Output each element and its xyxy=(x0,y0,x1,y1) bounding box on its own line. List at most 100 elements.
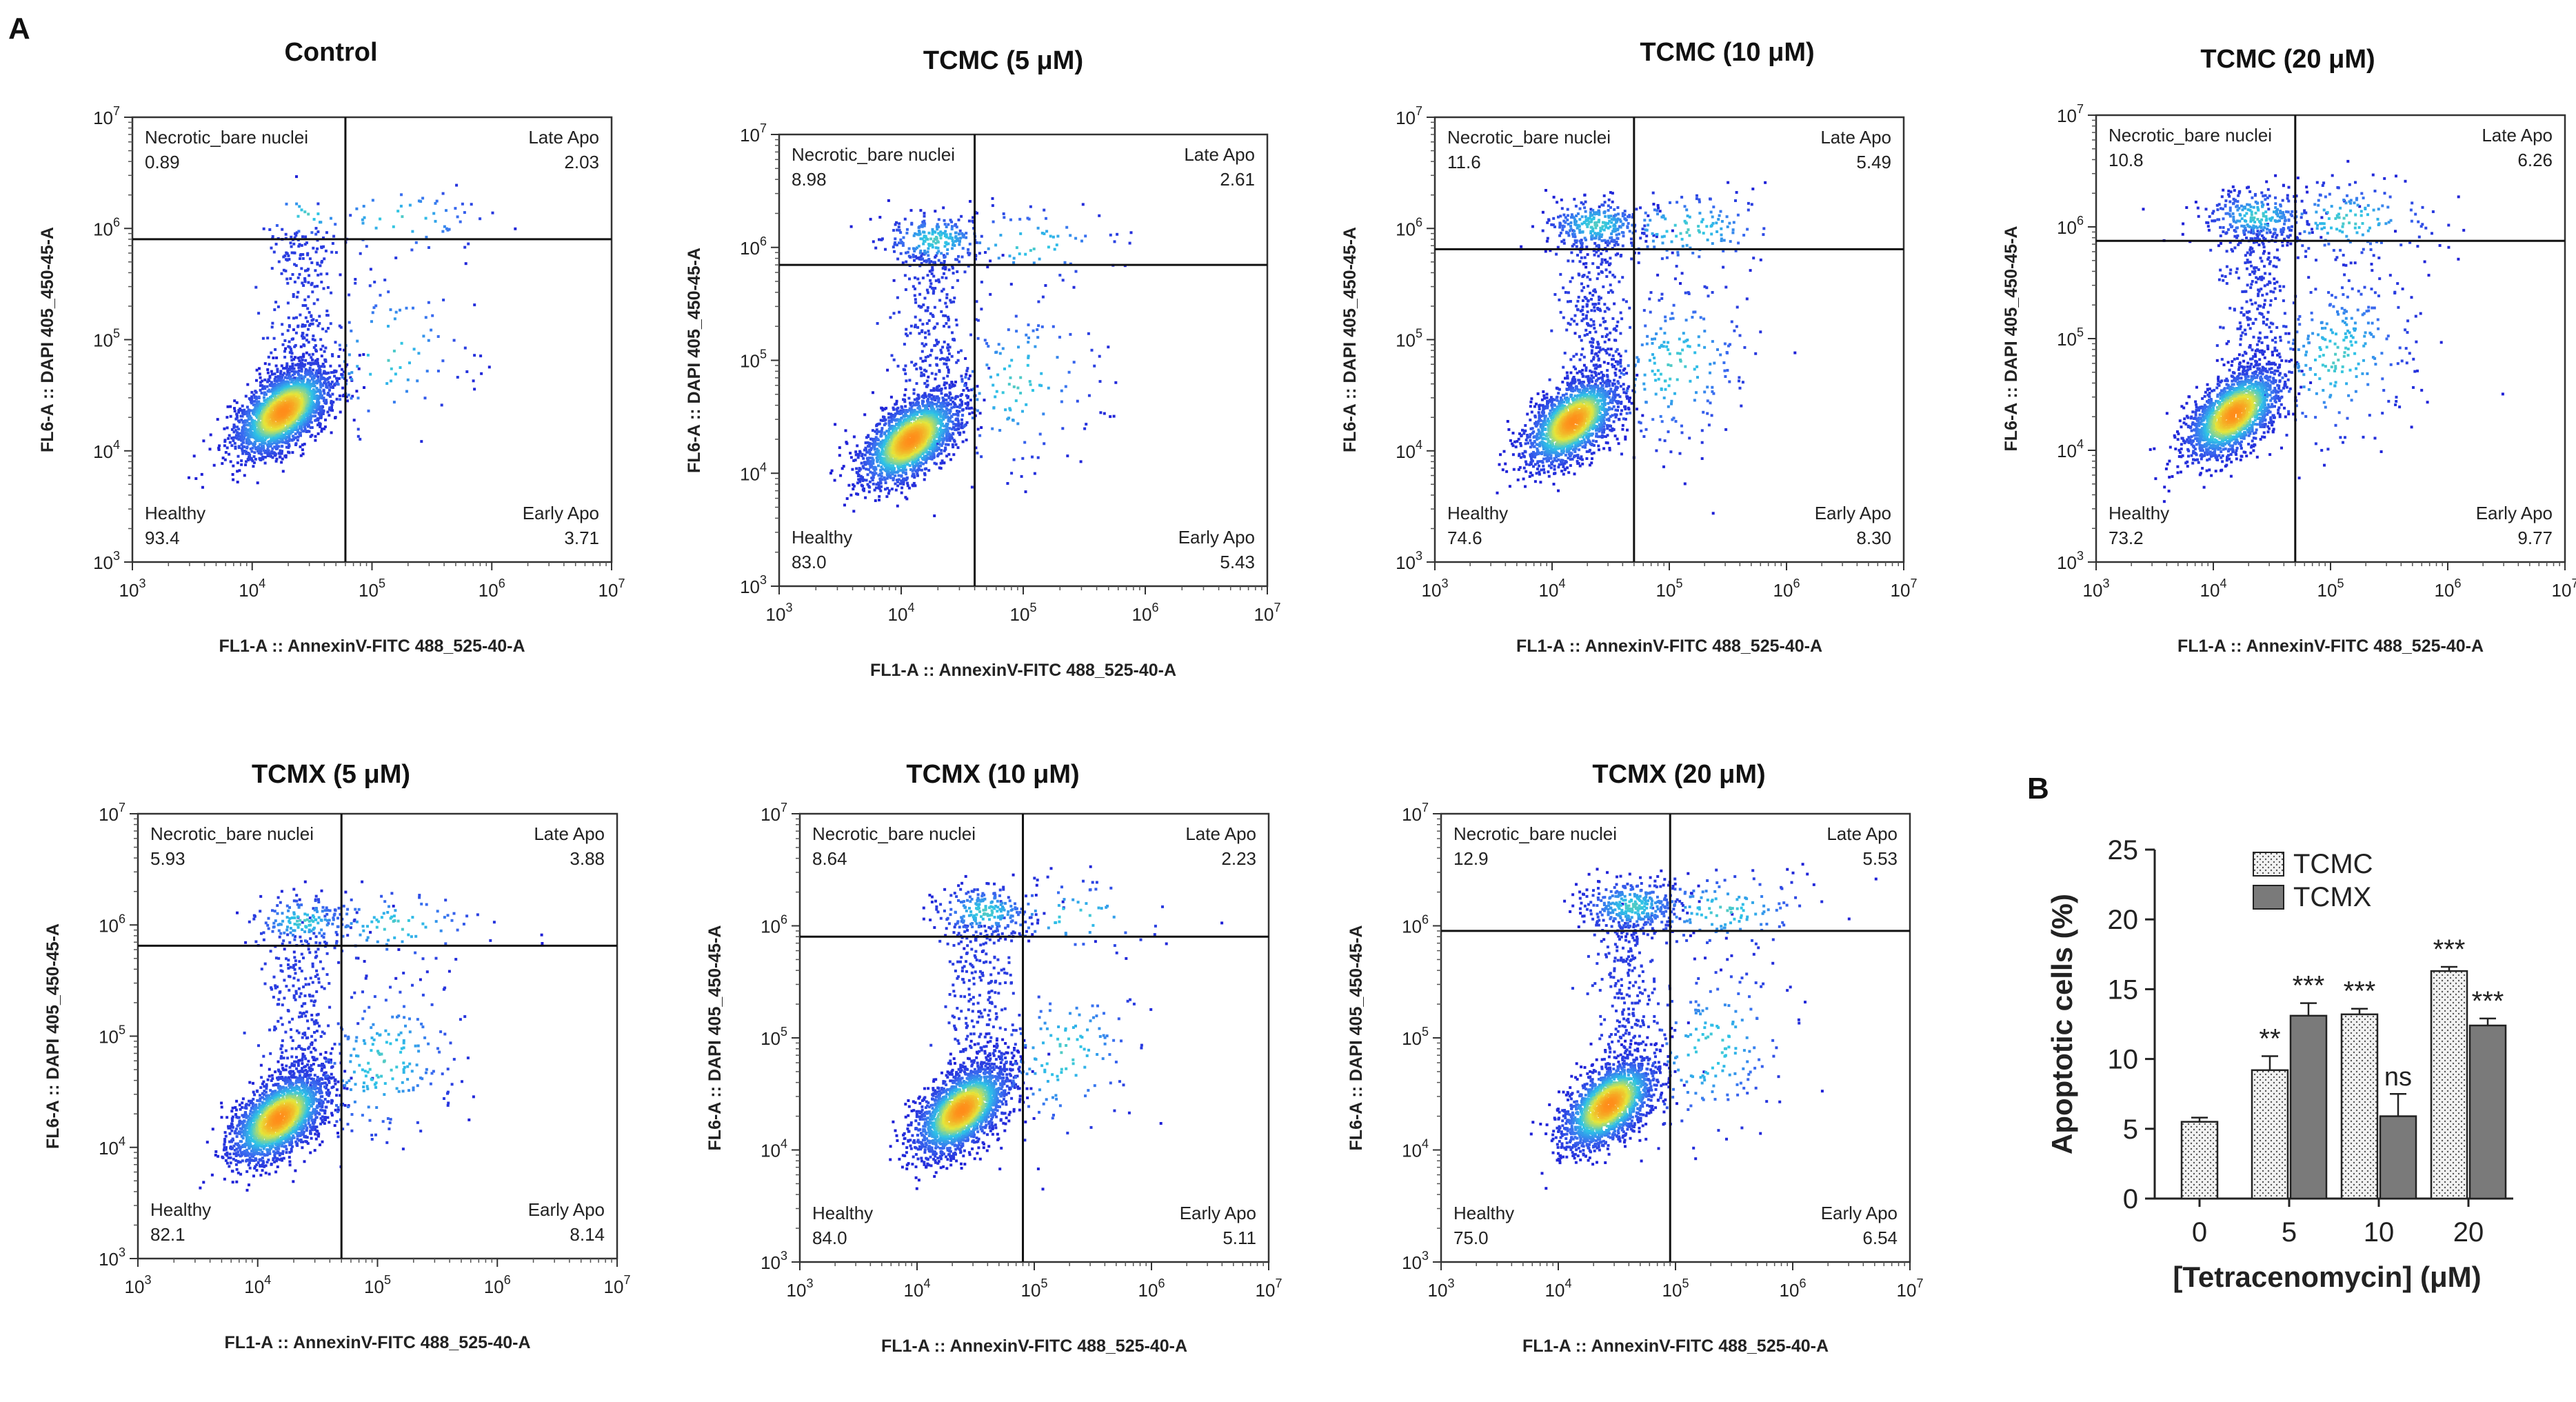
event-dot xyxy=(278,379,281,382)
event-dot xyxy=(896,400,898,403)
event-dot xyxy=(935,357,938,359)
event-dot xyxy=(233,399,236,402)
event-dot xyxy=(289,277,292,280)
event-dot xyxy=(1060,390,1063,392)
event-dot xyxy=(307,362,310,365)
event-dot xyxy=(886,369,889,372)
event-dot xyxy=(892,477,895,480)
event-dot xyxy=(916,382,918,385)
event-dot xyxy=(301,443,304,446)
event-dot xyxy=(921,360,924,363)
event-dot xyxy=(935,279,938,282)
event-dot xyxy=(275,357,278,359)
event-dot xyxy=(906,477,909,479)
event-dot xyxy=(290,241,292,244)
event-dot xyxy=(897,365,900,368)
event-dot xyxy=(480,372,483,375)
event-dot xyxy=(257,312,260,314)
event-dot xyxy=(300,346,303,348)
event-dot xyxy=(976,385,979,388)
event-dot xyxy=(877,464,880,467)
event-dot xyxy=(316,375,319,378)
event-dot xyxy=(320,261,323,264)
event-dot xyxy=(952,443,954,446)
event-dot xyxy=(940,252,943,254)
event-dot xyxy=(943,381,946,384)
event-dot xyxy=(1034,472,1036,475)
event-dot xyxy=(325,310,328,312)
event-dot xyxy=(935,363,938,366)
event-dot xyxy=(905,472,907,474)
event-dot xyxy=(943,413,945,416)
event-dot xyxy=(1068,371,1071,374)
event-dot xyxy=(955,443,958,446)
event-dot xyxy=(904,372,907,375)
event-dot xyxy=(291,363,294,365)
event-dot xyxy=(201,473,203,476)
event-dot xyxy=(334,341,337,343)
event-dot xyxy=(302,284,305,287)
event-dot xyxy=(1002,254,1005,257)
event-dot xyxy=(1021,457,1024,460)
event-dot xyxy=(456,376,459,379)
event-dot xyxy=(869,452,872,455)
event-dot xyxy=(945,443,947,446)
event-dot xyxy=(865,448,867,451)
event-dot xyxy=(890,421,893,423)
event-dot xyxy=(884,248,887,251)
event-dot xyxy=(300,267,303,270)
event-dot xyxy=(470,203,473,206)
event-dot xyxy=(262,337,265,340)
event-dot xyxy=(314,419,316,422)
event-dot xyxy=(301,244,303,247)
event-dot xyxy=(316,285,319,288)
event-dot xyxy=(923,478,926,481)
event-dot xyxy=(868,490,871,493)
event-dot xyxy=(442,299,445,301)
event-dot xyxy=(1058,274,1061,277)
event-dot xyxy=(232,439,234,442)
event-dot xyxy=(851,468,854,471)
event-dot xyxy=(297,373,300,376)
event-dot xyxy=(914,316,917,319)
event-dot xyxy=(319,221,321,223)
event-dot xyxy=(434,220,437,223)
event-dot xyxy=(876,459,879,461)
event-dot xyxy=(900,492,903,494)
event-dot xyxy=(887,199,890,202)
event-dot xyxy=(395,311,398,314)
event-dot xyxy=(399,366,402,369)
event-dot xyxy=(914,294,916,297)
event-dot xyxy=(918,332,920,335)
event-dot xyxy=(263,387,266,390)
event-dot xyxy=(427,301,430,304)
event-dot xyxy=(969,200,972,203)
event-dot xyxy=(279,450,281,452)
event-dot xyxy=(965,237,967,239)
event-dot xyxy=(372,311,374,314)
event-dot xyxy=(896,484,899,487)
event-dot xyxy=(312,353,314,356)
event-dot xyxy=(872,462,874,465)
event-dot xyxy=(984,339,987,341)
event-dot xyxy=(306,269,309,272)
event-dot xyxy=(299,273,301,276)
event-dot xyxy=(953,297,956,299)
event-dot xyxy=(318,315,321,318)
panel-a-letter: A xyxy=(8,12,30,46)
event-dot xyxy=(314,269,316,272)
event-dot xyxy=(957,422,960,425)
event-dot xyxy=(940,310,943,313)
event-dot xyxy=(951,228,954,230)
event-dot xyxy=(327,286,330,289)
event-dot xyxy=(924,468,927,470)
event-dot xyxy=(867,483,869,486)
event-dot xyxy=(927,376,929,379)
event-dot xyxy=(1009,219,1012,221)
event-dot xyxy=(316,274,319,277)
event-dot xyxy=(321,328,324,330)
event-dot xyxy=(930,269,933,272)
event-dot xyxy=(927,258,930,261)
event-dot xyxy=(910,361,913,363)
event-dot xyxy=(909,468,912,471)
